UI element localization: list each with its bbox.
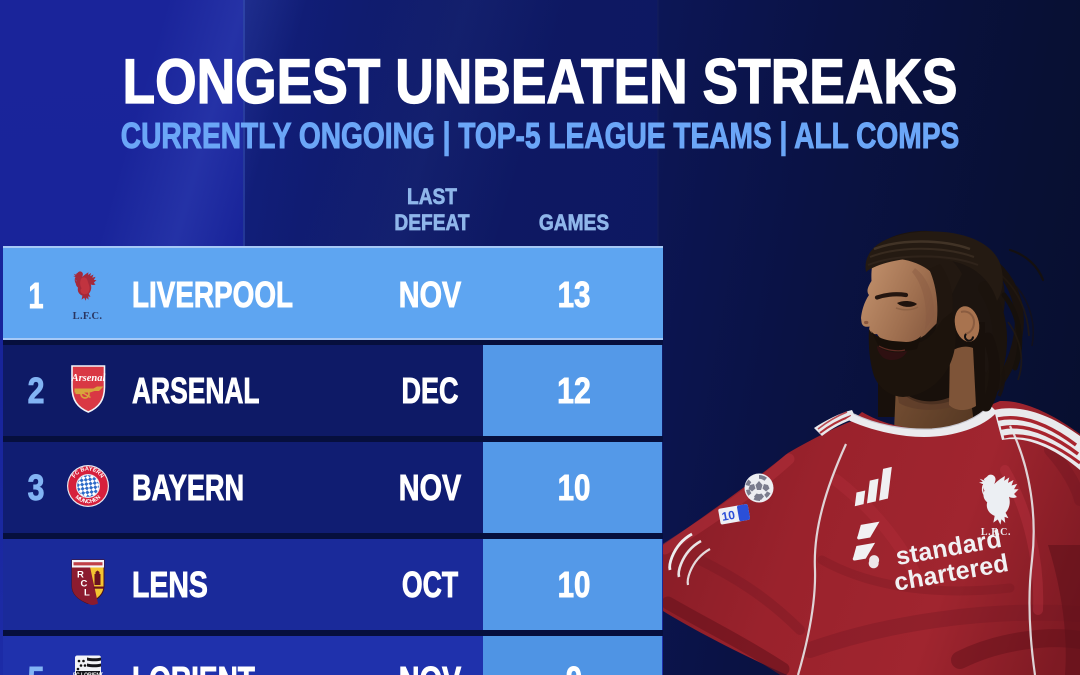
svg-text:C: C: [81, 579, 88, 590]
svg-text:MÜNCHEN: MÜNCHEN: [74, 495, 102, 506]
svg-text:10: 10: [721, 508, 737, 524]
svg-text:L.F.C.: L.F.C.: [981, 527, 1011, 538]
svg-text:FC LORIENT: FC LORIENT: [73, 673, 103, 675]
svg-text:L: L: [84, 588, 90, 599]
svg-text:R: R: [77, 570, 84, 581]
svg-text:L.F.C.: L.F.C.: [73, 311, 103, 322]
svg-text:Arsenal: Arsenal: [71, 373, 106, 384]
